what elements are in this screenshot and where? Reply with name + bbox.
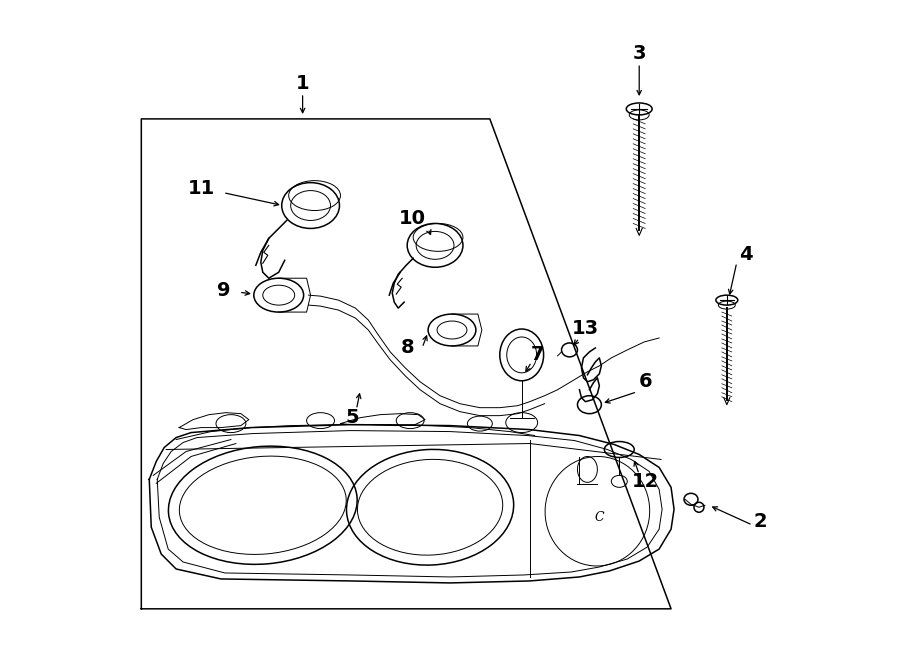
Text: 9: 9 xyxy=(218,281,231,299)
Text: 8: 8 xyxy=(400,338,414,358)
Text: 6: 6 xyxy=(638,372,652,391)
Text: C: C xyxy=(595,511,604,524)
Text: 10: 10 xyxy=(399,209,426,228)
Text: 7: 7 xyxy=(531,346,544,364)
Text: 12: 12 xyxy=(632,472,659,491)
Text: 11: 11 xyxy=(188,179,215,198)
Text: 4: 4 xyxy=(739,245,752,264)
Text: 1: 1 xyxy=(296,73,310,93)
Text: 2: 2 xyxy=(754,512,768,531)
Text: 3: 3 xyxy=(633,44,646,63)
Text: 13: 13 xyxy=(572,319,599,338)
Text: 5: 5 xyxy=(346,408,359,427)
